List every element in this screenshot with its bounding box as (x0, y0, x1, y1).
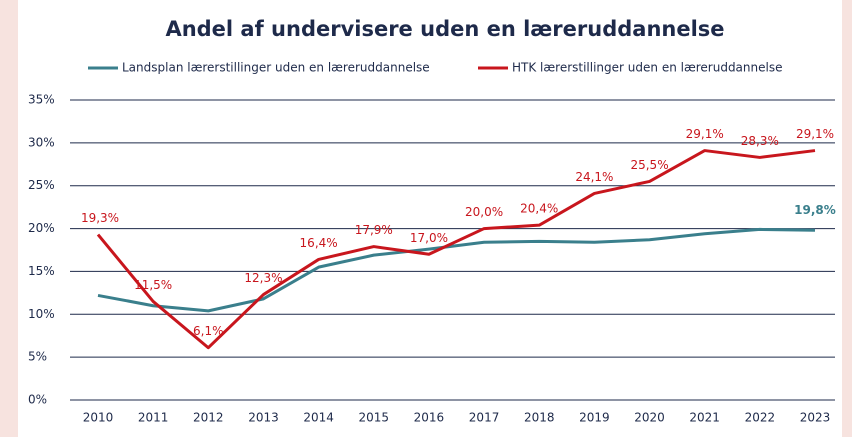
x-tick-label: 2016 (414, 411, 445, 425)
value-label: 11,5% (134, 278, 172, 292)
series-line (96, 149, 816, 350)
y-tick-label: 20% (28, 221, 55, 235)
x-tick-label: 2017 (469, 411, 500, 425)
y-tick-label: 5% (28, 350, 47, 364)
x-tick-label: 2010 (83, 411, 114, 425)
x-tick-label: 2020 (634, 411, 665, 425)
y-tick-label: 10% (28, 307, 55, 321)
y-tick-label: 0% (28, 393, 47, 407)
x-tick-label: 2012 (193, 411, 224, 425)
x-tick-label: 2019 (579, 411, 610, 425)
value-label: 19,3% (81, 211, 119, 225)
value-label: 28,3% (741, 134, 779, 148)
legend-label: HTK lærerstillinger uden en læreruddanne… (512, 61, 782, 75)
x-tick-label: 2011 (138, 411, 169, 425)
x-tick-label: 2015 (358, 411, 389, 425)
value-label: 12,3% (244, 271, 282, 285)
y-tick-label: 35% (28, 93, 55, 107)
value-label: 17,0% (410, 231, 448, 245)
value-label: 20,0% (465, 205, 503, 219)
y-tick-label: 15% (28, 264, 55, 278)
x-tick-label: 2013 (248, 411, 279, 425)
value-label: 25,5% (630, 158, 668, 172)
value-label: 19,8% (794, 203, 836, 217)
y-tick-label: 25% (28, 178, 55, 192)
value-label: 24,1% (575, 170, 613, 184)
chart-title: Andel af undervisere uden en læreruddann… (165, 17, 724, 41)
series-line (97, 227, 816, 313)
value-label: 6,1% (193, 324, 224, 338)
x-tick-label: 2018 (524, 411, 555, 425)
legend-label: Landsplan lærerstillinger uden en læreru… (122, 61, 430, 75)
value-label: 17,9% (355, 223, 393, 237)
value-label: 29,1% (796, 127, 834, 141)
x-tick-label: 2014 (303, 411, 334, 425)
x-tick-label: 2023 (800, 411, 831, 425)
x-tick-label: 2021 (689, 411, 720, 425)
value-label: 16,4% (300, 236, 338, 250)
panel (18, 0, 842, 437)
value-label: 29,1% (686, 127, 724, 141)
value-label: 20,4% (520, 202, 558, 216)
x-tick-label: 2022 (745, 411, 776, 425)
y-tick-label: 30% (28, 135, 55, 149)
